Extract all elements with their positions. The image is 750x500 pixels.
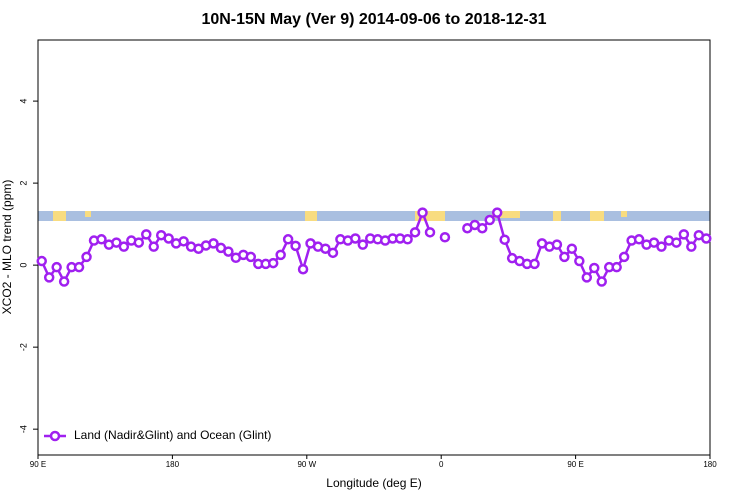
data-point [73,261,85,273]
data-point [133,237,145,248]
data-point [477,222,488,234]
y-tick-label: 2 [18,181,28,186]
data-point [581,272,593,283]
x-tick-label: 180 [703,460,717,469]
land-patch [85,211,91,217]
x-tick-label: 90 W [297,460,316,469]
data-point [499,234,510,245]
data-point [43,272,55,283]
data-point [51,261,62,273]
data-point [484,214,495,226]
data-point [686,241,697,252]
y-tick-label: 0 [18,263,28,268]
x-tick-label: 0 [439,460,444,469]
x-tick-label: 90 E [30,460,46,469]
chart-title: 10N-15N May (Ver 9) 2014-09-06 to 2018-1… [201,11,546,28]
data-point [491,207,503,218]
data-point [81,251,92,263]
data-point [656,241,667,252]
ocean-band [38,211,710,221]
land-patch [492,211,520,218]
legend-label: Land (Nadir&Glint) and Ocean (Glint) [74,428,271,442]
data-point [402,234,413,245]
x-tick-label: 180 [166,460,180,469]
data-point [529,258,540,270]
data-point [141,229,152,240]
data-point [350,233,361,244]
data-point [633,234,645,245]
data-point [111,237,122,248]
land-patch [621,211,627,217]
data-point [566,243,578,254]
x-tick-label: 90 E [567,460,583,469]
data-point [611,261,622,273]
data-point [36,255,47,267]
data-point [424,227,436,238]
data-point [282,234,294,245]
data-point [551,239,563,250]
data-point [275,249,286,261]
data-point [178,236,189,247]
land-patch [553,211,561,221]
y-tick-label: -2 [18,343,28,351]
land-ocean-band [38,211,710,221]
data-point [648,237,660,248]
data-point [148,241,159,252]
plot-frame [37,39,711,456]
land-patch [305,211,317,221]
land-patch [415,211,445,221]
data-point [327,247,339,259]
data-point [417,207,428,218]
data-point [223,246,234,257]
data-point [96,234,107,245]
land-patch [590,211,604,221]
data-point [208,238,219,249]
data-point [409,227,421,238]
data-point [596,276,607,287]
data-point [245,251,257,263]
x-axis-label: Longitude (deg E) [326,476,421,490]
data-point [297,263,309,275]
data-point [701,233,712,244]
data-point [58,276,70,287]
data-point [574,255,585,267]
land-patch [53,211,66,221]
y-tick-label: 4 [18,99,28,104]
data-point [589,262,600,274]
data-point [439,231,451,243]
data-point [357,239,369,250]
data-point [618,251,630,263]
data-point [163,233,174,244]
data-point [267,257,279,269]
data-point [671,237,682,248]
data-point [559,251,570,263]
legend-marker [49,430,61,442]
data-point [118,241,130,252]
data-point [320,243,331,254]
y-axis-label: XCO2 - MLO trend (ppm) [0,180,14,315]
data-point [678,229,690,240]
data-point [290,240,301,252]
y-tick-label: -4 [18,425,28,433]
